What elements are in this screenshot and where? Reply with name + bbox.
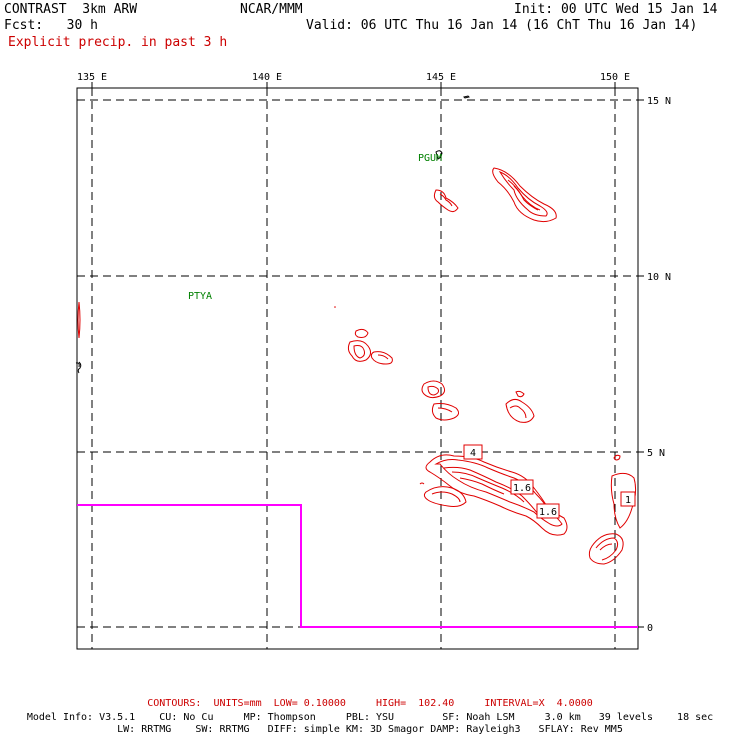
- precip-cell: [347, 328, 393, 365]
- contour-label: 1: [625, 495, 631, 506]
- contour-labels: 4 1.6 1.6 1: [463, 444, 636, 519]
- center-label: NCAR/MMM: [240, 2, 303, 17]
- map-frame: [76, 87, 639, 650]
- island-west: [77, 361, 82, 374]
- precip-cell: [77, 301, 81, 339]
- model-title: CONTRAST 3km ARW: [4, 2, 138, 17]
- precip-cell: [419, 454, 568, 536]
- valid-time: Valid: 06 UTC Thu 16 Jan 14 (16 ChT Thu …: [306, 18, 698, 33]
- forecast-hour: Fcst: 30 h: [4, 18, 98, 33]
- lon-label-150e: 150 E: [600, 72, 630, 83]
- contour-label: 4: [470, 448, 476, 459]
- lon-label-140e: 140 E: [252, 72, 282, 83]
- lon-label-145e: 145 E: [426, 72, 456, 83]
- precip-label: Explicit precip. in past 3 h: [8, 35, 228, 50]
- contour-label: 1.6: [513, 483, 531, 494]
- lat-label-0: 0: [647, 623, 653, 634]
- precip-cell: [433, 189, 459, 213]
- island-north: [463, 95, 470, 99]
- precip-speck: [334, 306, 336, 308]
- precip-cell: [421, 380, 535, 423]
- model-info-line-1: Model Info: V3.5.1 CU: No Cu MP: Thompso…: [26, 712, 714, 723]
- station-pgum: PGUM: [418, 153, 442, 164]
- lon-label-135e: 135 E: [77, 72, 107, 83]
- station-ptya: PTYA: [188, 291, 212, 302]
- contour-info: CONTOURS: UNITS=mm LOW= 0.10000 HIGH= 10…: [147, 698, 593, 709]
- lat-label-15n: 15 N: [647, 96, 671, 107]
- domain-boundary: [77, 504, 638, 628]
- guam-coast: [435, 150, 443, 160]
- model-info-line-2: LW: RRTMG SW: RRTMG DIFF: simple KM: 3D …: [117, 724, 623, 735]
- init-time: Init: 00 UTC Wed 15 Jan 14: [514, 2, 718, 17]
- precip-cell: [492, 167, 557, 223]
- contour-label: 1.6: [539, 507, 557, 518]
- lat-label-10n: 10 N: [647, 272, 671, 283]
- precip-cell: [588, 454, 637, 565]
- coastlines: [75, 95, 470, 374]
- graticule: [77, 88, 638, 649]
- precip-contours: [77, 167, 637, 565]
- ticks: [91, 82, 644, 628]
- lat-label-5n: 5 N: [647, 448, 665, 459]
